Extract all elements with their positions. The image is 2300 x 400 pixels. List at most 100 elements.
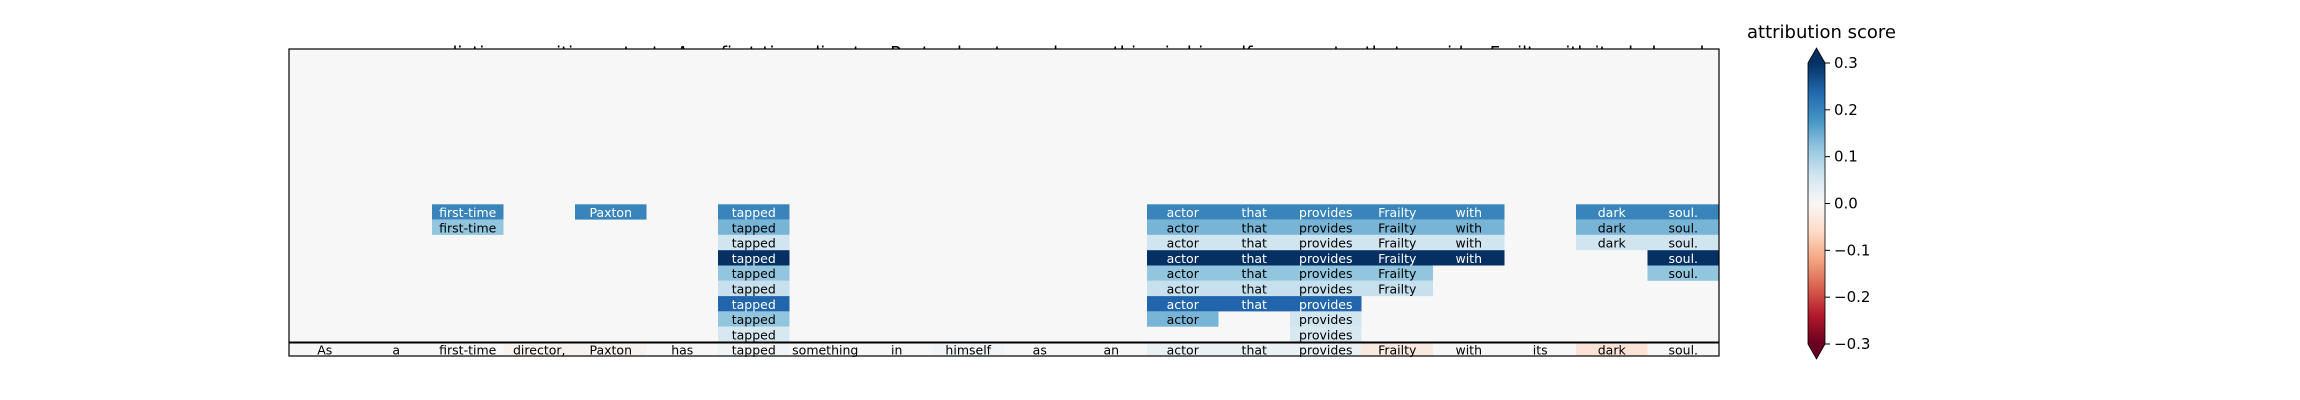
baseline-cell — [1075, 342, 1147, 356]
baseline-cell — [1647, 342, 1719, 356]
cell-token-label: that — [1242, 251, 1267, 266]
attribution-cell — [1647, 204, 1719, 220]
plot-area — [289, 49, 1719, 356]
token-label: as — [1033, 342, 1047, 357]
attribution-cell — [1361, 250, 1433, 266]
baseline-cell — [646, 342, 718, 356]
cell-token-label: Paxton — [589, 205, 632, 220]
token-label: with — [1455, 342, 1482, 357]
colorbar-tick-label: 0.3 — [1834, 54, 1858, 72]
cell-token-label: soul. — [1668, 266, 1698, 281]
baseline-cell — [932, 342, 1004, 356]
attribution-cell — [1147, 296, 1219, 312]
attribution-cell — [718, 280, 790, 297]
cell-token-label: Frailty — [1378, 251, 1417, 266]
attribution-cell — [718, 234, 790, 251]
attribution-cell — [1576, 234, 1648, 251]
attribution-cell — [1218, 250, 1290, 266]
attribution-cell — [1147, 250, 1219, 266]
cell-token-label: actor — [1167, 281, 1200, 296]
baseline-cell — [1290, 342, 1362, 356]
cell-token-label: actor — [1167, 236, 1200, 251]
attribution-cell — [1290, 204, 1362, 220]
attribution-cell — [1218, 219, 1290, 235]
attribution-cell — [1361, 280, 1433, 297]
token-label: Paxton — [589, 342, 632, 357]
attribution-cell — [1147, 204, 1219, 220]
cell-token-label: tapped — [732, 266, 776, 281]
baseline-cell — [1147, 342, 1219, 356]
cell-token-label: first-time — [439, 220, 496, 235]
cell-token-label: tapped — [732, 251, 776, 266]
colorbar-tick-label: 0.1 — [1834, 148, 1858, 166]
attribution-cell — [1647, 234, 1719, 251]
cell-token-label: tapped — [732, 312, 776, 327]
attribution-cell — [1218, 234, 1290, 251]
attribution-cell — [1290, 296, 1362, 312]
cell-token-label: Frailty — [1378, 236, 1417, 251]
attribution-cell — [718, 296, 790, 312]
cell-token-label: that — [1242, 236, 1267, 251]
baseline-cell — [575, 342, 647, 356]
baseline-cell — [718, 342, 790, 356]
attribution-cell — [1290, 311, 1362, 327]
cell-token-label: provides — [1299, 266, 1352, 281]
cell-token-label: with — [1455, 205, 1482, 220]
cell-token-label: tapped — [732, 297, 776, 312]
cell-token-label: soul. — [1668, 251, 1698, 266]
attribution-cell — [575, 204, 647, 220]
cell-token-label: provides — [1299, 281, 1352, 296]
attribution-cell — [1218, 280, 1290, 297]
cell-token-label: actor — [1167, 251, 1200, 266]
attribution-cell — [718, 219, 790, 235]
colorbar-title: attribution score — [1747, 22, 1896, 43]
attribution-cell — [1218, 265, 1290, 281]
cell-token-label: actor — [1167, 220, 1200, 235]
token-label: As — [317, 342, 332, 357]
cell-token-label: that — [1242, 220, 1267, 235]
attribution-cell — [1433, 250, 1505, 266]
cell-token-label: provides — [1299, 297, 1352, 312]
attribution-cell — [1147, 219, 1219, 235]
attribution-cell — [1147, 234, 1219, 251]
baseline-cell — [360, 342, 432, 356]
baseline-cell — [861, 342, 933, 356]
cell-token-label: provides — [1299, 205, 1352, 220]
cell-token-label: dark — [1598, 220, 1627, 235]
cell-token-label: soul. — [1668, 220, 1698, 235]
attribution-cell — [718, 265, 790, 281]
cell-token-label: dark — [1598, 236, 1627, 251]
colorbar-extend-top — [1808, 48, 1825, 63]
attribution-cell — [1218, 296, 1290, 312]
attribution-cell — [1433, 234, 1505, 251]
cell-token-label: provides — [1299, 312, 1352, 327]
cell-token-label: actor — [1167, 312, 1200, 327]
attribution-cell — [1361, 265, 1433, 281]
attribution-cell — [1290, 250, 1362, 266]
token-label: provides — [1299, 342, 1352, 357]
attribution-cell — [1361, 219, 1433, 235]
cell-token-label: Frailty — [1378, 205, 1417, 220]
token-label: Frailty — [1378, 342, 1417, 357]
attribution-cell — [1361, 204, 1433, 220]
cell-token-label: provides — [1299, 236, 1352, 251]
token-label: has — [671, 342, 693, 357]
cell-token-label: that — [1242, 266, 1267, 281]
baseline-cell — [289, 342, 361, 356]
colorbar-tick-label: −0.3 — [1834, 335, 1870, 353]
token-label: dark — [1598, 342, 1627, 357]
attribution-cell — [1647, 265, 1719, 281]
token-label: soul. — [1668, 342, 1698, 357]
cell-token-label: tapped — [732, 236, 776, 251]
attribution-cell — [1576, 219, 1648, 235]
token-label: first-time — [439, 342, 496, 357]
colorbar-tick-label: 0.0 — [1834, 195, 1858, 213]
baseline-cell — [1504, 342, 1576, 356]
colorbar: 0.3 0.2 0.1 0.0 −0.1 −0.2 −0.3 — [1807, 47, 1870, 360]
attribution-cell — [1218, 204, 1290, 220]
attribution-cell — [718, 311, 790, 327]
cell-token-label: Frailty — [1378, 220, 1417, 235]
cell-token-label: soul. — [1668, 205, 1698, 220]
token-label: tapped — [732, 342, 776, 357]
attribution-cell — [1647, 250, 1719, 266]
